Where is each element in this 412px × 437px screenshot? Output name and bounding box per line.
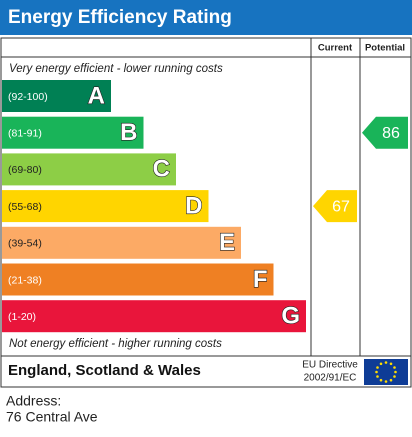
header-bar xyxy=(0,0,412,35)
top-note: Very energy efficient - lower running co… xyxy=(9,63,223,75)
address-value: 76 Central Ave xyxy=(6,409,98,425)
band-bar xyxy=(2,300,306,333)
frame xyxy=(0,37,412,388)
rating-value: 67 xyxy=(332,198,350,215)
rating-value: 86 xyxy=(382,125,400,142)
band-letter: E xyxy=(219,229,235,256)
band-letter: G xyxy=(281,303,300,330)
band-bar xyxy=(2,116,144,149)
band-letter: F xyxy=(253,266,268,293)
band-letter: C xyxy=(153,156,170,183)
band-range: (21-38) xyxy=(8,274,42,286)
band-bar xyxy=(2,80,111,112)
column-header: Potential xyxy=(365,43,405,54)
bottom-note: Not energy efficient - higher running co… xyxy=(9,338,222,350)
band-range: (39-54) xyxy=(8,238,42,250)
band-letter: A xyxy=(88,82,105,109)
directive: 2002/91/EC xyxy=(304,373,357,384)
directive: EU Directive xyxy=(302,360,358,371)
address-label: Address: xyxy=(6,393,61,409)
band-letter: D xyxy=(185,192,202,219)
band-range: (55-68) xyxy=(8,201,42,213)
band-range: (69-80) xyxy=(8,164,42,176)
region: England, Scotland & Wales xyxy=(8,362,201,379)
band-bar xyxy=(2,153,176,186)
band-range: (92-100) xyxy=(8,91,48,103)
band-letter: B xyxy=(120,119,137,146)
title: Energy Efficiency Rating xyxy=(8,7,232,28)
eu-flag xyxy=(364,359,408,385)
band-range: (1-20) xyxy=(8,311,36,323)
rating-arrow xyxy=(362,116,408,149)
band-range: (81-91) xyxy=(8,127,42,139)
band-bar xyxy=(2,226,241,259)
column-header: Current xyxy=(318,43,353,54)
band-bar xyxy=(2,190,209,223)
band-bar xyxy=(2,263,274,296)
rating-arrow xyxy=(313,190,357,223)
